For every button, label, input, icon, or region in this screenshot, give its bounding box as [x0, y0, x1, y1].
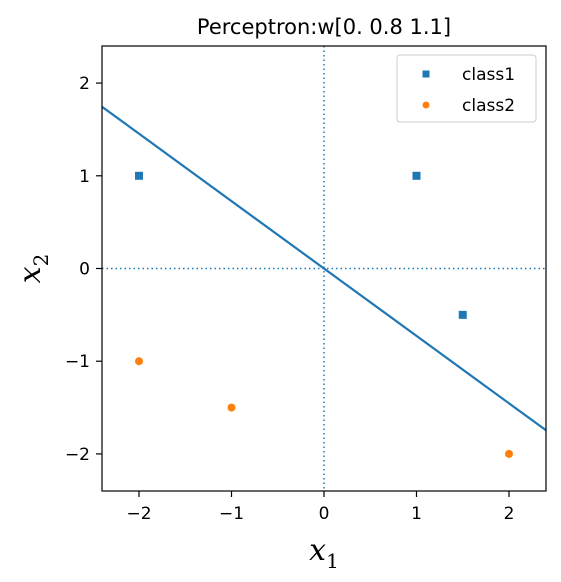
x-tick-label: 1 — [411, 504, 422, 524]
legend-marker-class1 — [422, 70, 430, 78]
legend-label-class2: class2 — [462, 96, 515, 116]
y-tick-label: −2 — [65, 445, 90, 465]
x-axis-label: x1 — [309, 533, 339, 573]
decision-boundary-line — [102, 105, 546, 432]
y-tick-label: 1 — [79, 167, 90, 187]
class1-point — [458, 310, 467, 319]
legend-frame — [396, 54, 537, 123]
class1-point — [135, 171, 143, 180]
legend-label-class1: class1 — [462, 65, 515, 85]
class2-point — [505, 449, 513, 458]
y-axis-label: x2 — [13, 254, 53, 284]
class2-point — [135, 357, 143, 366]
x-axis-label-base: x — [309, 533, 326, 568]
chart-title: Perceptron:w[0. 0.8 1.1] — [197, 15, 451, 39]
legend-marker-class2 — [422, 101, 430, 109]
x-tick-label: 2 — [504, 504, 515, 524]
legend: class1 class2 — [396, 54, 537, 123]
x-axis-label-subscript: 1 — [326, 549, 339, 573]
y-axis-label-base: x — [13, 266, 48, 283]
x-tick-label: 0 — [319, 504, 330, 524]
y-tick-label: 2 — [79, 74, 90, 94]
y-tick-label: −1 — [65, 352, 90, 372]
x-tick-label: −1 — [219, 504, 244, 524]
y-axis-label-subscript: 2 — [29, 254, 53, 267]
x-tick-label: −2 — [126, 504, 151, 524]
class2-point — [227, 403, 236, 412]
class1-point — [412, 171, 421, 180]
y-tick-label: 0 — [79, 260, 90, 280]
